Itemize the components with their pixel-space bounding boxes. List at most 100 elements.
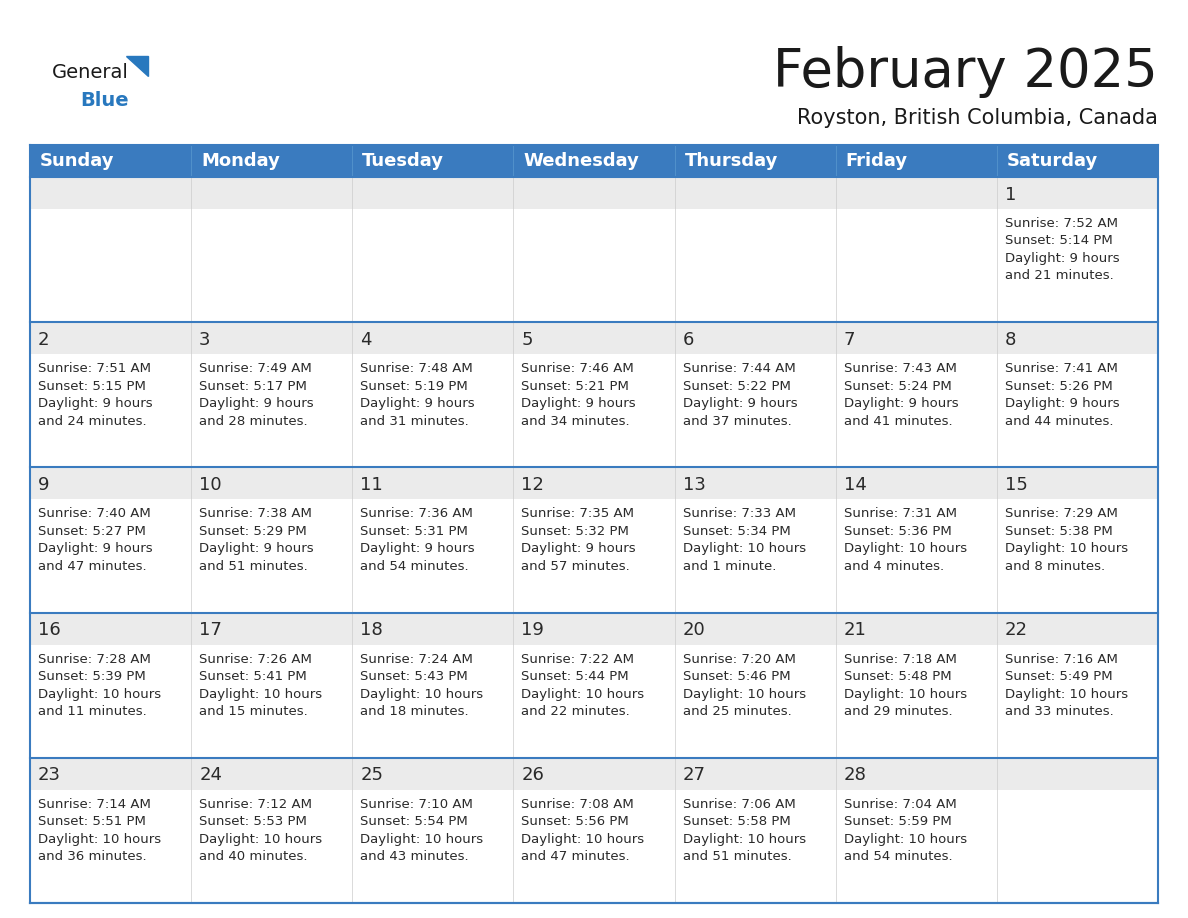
- Bar: [353, 177, 513, 209]
- Bar: [513, 757, 675, 789]
- Text: 1: 1: [1005, 185, 1016, 204]
- Bar: [675, 177, 835, 209]
- Text: Sunrise: 7:28 AM
Sunset: 5:39 PM
Daylight: 10 hours
and 11 minutes.: Sunrise: 7:28 AM Sunset: 5:39 PM Dayligh…: [38, 653, 162, 718]
- Bar: [191, 354, 353, 467]
- Bar: [353, 209, 513, 322]
- Bar: [353, 499, 513, 612]
- Bar: [191, 789, 353, 903]
- Text: Sunrise: 7:38 AM
Sunset: 5:29 PM
Daylight: 9 hours
and 51 minutes.: Sunrise: 7:38 AM Sunset: 5:29 PM Dayligh…: [200, 508, 314, 573]
- Bar: [997, 145, 1158, 177]
- Bar: [30, 612, 191, 644]
- Text: 3: 3: [200, 330, 210, 349]
- Text: Sunrise: 7:49 AM
Sunset: 5:17 PM
Daylight: 9 hours
and 28 minutes.: Sunrise: 7:49 AM Sunset: 5:17 PM Dayligh…: [200, 362, 314, 428]
- Bar: [191, 322, 353, 354]
- Bar: [30, 757, 191, 789]
- Text: Monday: Monday: [201, 152, 280, 170]
- Bar: [997, 499, 1158, 612]
- Bar: [835, 209, 997, 322]
- Text: 18: 18: [360, 621, 383, 639]
- Text: Sunrise: 7:44 AM
Sunset: 5:22 PM
Daylight: 9 hours
and 37 minutes.: Sunrise: 7:44 AM Sunset: 5:22 PM Dayligh…: [683, 362, 797, 428]
- Text: 28: 28: [843, 767, 866, 784]
- Bar: [353, 644, 513, 757]
- Bar: [675, 145, 835, 177]
- Bar: [997, 322, 1158, 354]
- Bar: [30, 644, 191, 757]
- Polygon shape: [126, 56, 148, 76]
- Bar: [997, 467, 1158, 499]
- Text: Sunrise: 7:35 AM
Sunset: 5:32 PM
Daylight: 9 hours
and 57 minutes.: Sunrise: 7:35 AM Sunset: 5:32 PM Dayligh…: [522, 508, 636, 573]
- Text: Blue: Blue: [80, 91, 128, 109]
- Bar: [30, 322, 191, 354]
- Bar: [353, 322, 513, 354]
- Text: Sunrise: 7:10 AM
Sunset: 5:54 PM
Daylight: 10 hours
and 43 minutes.: Sunrise: 7:10 AM Sunset: 5:54 PM Dayligh…: [360, 798, 484, 863]
- Bar: [513, 644, 675, 757]
- Bar: [353, 757, 513, 789]
- Text: 8: 8: [1005, 330, 1016, 349]
- Bar: [835, 499, 997, 612]
- Text: 5: 5: [522, 330, 533, 349]
- Bar: [30, 177, 191, 209]
- Text: Sunrise: 7:41 AM
Sunset: 5:26 PM
Daylight: 9 hours
and 44 minutes.: Sunrise: 7:41 AM Sunset: 5:26 PM Dayligh…: [1005, 362, 1119, 428]
- Text: 26: 26: [522, 767, 544, 784]
- Text: Sunrise: 7:40 AM
Sunset: 5:27 PM
Daylight: 9 hours
and 47 minutes.: Sunrise: 7:40 AM Sunset: 5:27 PM Dayligh…: [38, 508, 152, 573]
- Text: Sunrise: 7:22 AM
Sunset: 5:44 PM
Daylight: 10 hours
and 22 minutes.: Sunrise: 7:22 AM Sunset: 5:44 PM Dayligh…: [522, 653, 645, 718]
- Bar: [353, 354, 513, 467]
- Text: 14: 14: [843, 476, 866, 494]
- Text: Saturday: Saturday: [1007, 152, 1098, 170]
- Text: 13: 13: [683, 476, 706, 494]
- Text: Sunrise: 7:29 AM
Sunset: 5:38 PM
Daylight: 10 hours
and 8 minutes.: Sunrise: 7:29 AM Sunset: 5:38 PM Dayligh…: [1005, 508, 1127, 573]
- Text: 23: 23: [38, 767, 61, 784]
- Bar: [513, 499, 675, 612]
- Bar: [835, 612, 997, 644]
- Text: General: General: [52, 62, 128, 82]
- Text: Sunrise: 7:24 AM
Sunset: 5:43 PM
Daylight: 10 hours
and 18 minutes.: Sunrise: 7:24 AM Sunset: 5:43 PM Dayligh…: [360, 653, 484, 718]
- Bar: [191, 177, 353, 209]
- Text: 11: 11: [360, 476, 383, 494]
- Bar: [835, 644, 997, 757]
- Text: Sunrise: 7:18 AM
Sunset: 5:48 PM
Daylight: 10 hours
and 29 minutes.: Sunrise: 7:18 AM Sunset: 5:48 PM Dayligh…: [843, 653, 967, 718]
- Text: Sunday: Sunday: [40, 152, 114, 170]
- Text: Sunrise: 7:14 AM
Sunset: 5:51 PM
Daylight: 10 hours
and 36 minutes.: Sunrise: 7:14 AM Sunset: 5:51 PM Dayligh…: [38, 798, 162, 863]
- Text: 25: 25: [360, 767, 384, 784]
- Bar: [191, 757, 353, 789]
- Text: 22: 22: [1005, 621, 1028, 639]
- Bar: [997, 644, 1158, 757]
- Bar: [835, 354, 997, 467]
- Bar: [30, 789, 191, 903]
- Bar: [353, 789, 513, 903]
- Bar: [675, 467, 835, 499]
- Bar: [675, 757, 835, 789]
- Bar: [513, 789, 675, 903]
- Text: 9: 9: [38, 476, 50, 494]
- Bar: [835, 322, 997, 354]
- Text: 6: 6: [683, 330, 694, 349]
- Bar: [30, 354, 191, 467]
- Bar: [675, 499, 835, 612]
- Text: Sunrise: 7:20 AM
Sunset: 5:46 PM
Daylight: 10 hours
and 25 minutes.: Sunrise: 7:20 AM Sunset: 5:46 PM Dayligh…: [683, 653, 805, 718]
- Bar: [30, 499, 191, 612]
- Text: Friday: Friday: [846, 152, 908, 170]
- Text: Tuesday: Tuesday: [362, 152, 444, 170]
- Text: Sunrise: 7:26 AM
Sunset: 5:41 PM
Daylight: 10 hours
and 15 minutes.: Sunrise: 7:26 AM Sunset: 5:41 PM Dayligh…: [200, 653, 322, 718]
- Bar: [997, 757, 1158, 789]
- Text: 20: 20: [683, 621, 706, 639]
- Bar: [835, 789, 997, 903]
- Bar: [191, 612, 353, 644]
- Bar: [513, 467, 675, 499]
- Bar: [513, 209, 675, 322]
- Bar: [835, 757, 997, 789]
- Text: Sunrise: 7:43 AM
Sunset: 5:24 PM
Daylight: 9 hours
and 41 minutes.: Sunrise: 7:43 AM Sunset: 5:24 PM Dayligh…: [843, 362, 959, 428]
- Bar: [997, 354, 1158, 467]
- Bar: [997, 612, 1158, 644]
- Text: Sunrise: 7:08 AM
Sunset: 5:56 PM
Daylight: 10 hours
and 47 minutes.: Sunrise: 7:08 AM Sunset: 5:56 PM Dayligh…: [522, 798, 645, 863]
- Bar: [30, 145, 191, 177]
- Text: Sunrise: 7:04 AM
Sunset: 5:59 PM
Daylight: 10 hours
and 54 minutes.: Sunrise: 7:04 AM Sunset: 5:59 PM Dayligh…: [843, 798, 967, 863]
- Text: Thursday: Thursday: [684, 152, 778, 170]
- Bar: [513, 145, 675, 177]
- Bar: [353, 467, 513, 499]
- Bar: [513, 177, 675, 209]
- Text: Sunrise: 7:48 AM
Sunset: 5:19 PM
Daylight: 9 hours
and 31 minutes.: Sunrise: 7:48 AM Sunset: 5:19 PM Dayligh…: [360, 362, 475, 428]
- Text: 12: 12: [522, 476, 544, 494]
- Text: February 2025: February 2025: [773, 46, 1158, 98]
- Text: Sunrise: 7:46 AM
Sunset: 5:21 PM
Daylight: 9 hours
and 34 minutes.: Sunrise: 7:46 AM Sunset: 5:21 PM Dayligh…: [522, 362, 636, 428]
